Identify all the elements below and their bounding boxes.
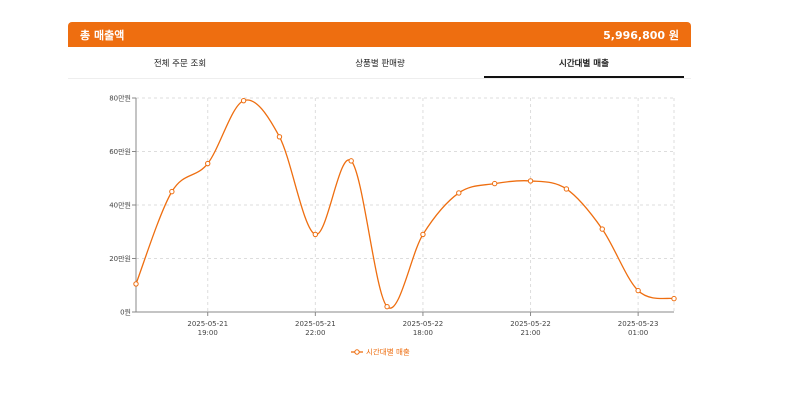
data-point xyxy=(205,160,211,167)
tab-label: 시간대별 매출 xyxy=(559,59,609,69)
data-point xyxy=(384,303,390,310)
tab-hourly-sales[interactable]: 시간대별 매출 xyxy=(484,50,684,78)
data-point xyxy=(563,186,570,192)
x-tick-time-label: 19:00 xyxy=(198,329,218,337)
data-point xyxy=(169,188,175,195)
x-tick-date-label: 2025-05-22 xyxy=(403,320,444,328)
tab-label: 상품별 판매량 xyxy=(355,59,405,69)
data-point xyxy=(671,295,677,302)
total-sales-amount: 5,996,800 원 xyxy=(603,28,679,42)
series-line xyxy=(135,99,675,309)
x-tick-date-label: 2025-05-21 xyxy=(187,320,228,328)
total-sales-title: 총 매출액 xyxy=(80,28,125,42)
x-tick-time-label: 21:00 xyxy=(520,329,540,337)
data-point xyxy=(276,134,283,140)
x-tick-date-label: 2025-05-22 xyxy=(510,320,551,328)
x-tick-time-label: 01:00 xyxy=(628,329,648,337)
y-tick-label: 60만원 xyxy=(109,147,131,156)
data-point xyxy=(599,226,605,232)
data-point xyxy=(312,231,319,238)
data-point xyxy=(456,190,462,196)
sales-header: 총 매출액 5,996,800 원 xyxy=(68,22,691,47)
tab-bar: 전체 주문 조회 상품별 판매량 시간대별 매출 xyxy=(68,50,691,79)
x-tick-date-label: 2025-05-21 xyxy=(295,320,336,328)
data-point xyxy=(635,287,641,294)
tab-all-orders[interactable]: 전체 주문 조회 xyxy=(80,50,280,76)
y-tick-label: 0원 xyxy=(120,308,131,317)
tab-label: 전체 주문 조회 xyxy=(153,59,207,69)
x-tick-time-label: 22:00 xyxy=(305,329,325,337)
x-tick-date-label: 2025-05-23 xyxy=(618,320,659,328)
data-point xyxy=(240,97,247,104)
x-tick-time-label: 18:00 xyxy=(413,329,433,337)
tab-product-sales[interactable]: 상품별 판매량 xyxy=(280,50,480,76)
data-point xyxy=(491,180,498,187)
legend-label: 시간대별 매출 xyxy=(366,347,410,357)
y-tick-label: 80만원 xyxy=(109,94,131,103)
y-tick-label: 20만원 xyxy=(109,254,131,263)
data-point xyxy=(527,178,534,184)
data-point xyxy=(420,231,426,238)
data-point xyxy=(348,158,354,164)
data-point xyxy=(133,281,139,287)
legend-marker xyxy=(354,349,360,355)
y-tick-label: 40만원 xyxy=(109,201,131,210)
